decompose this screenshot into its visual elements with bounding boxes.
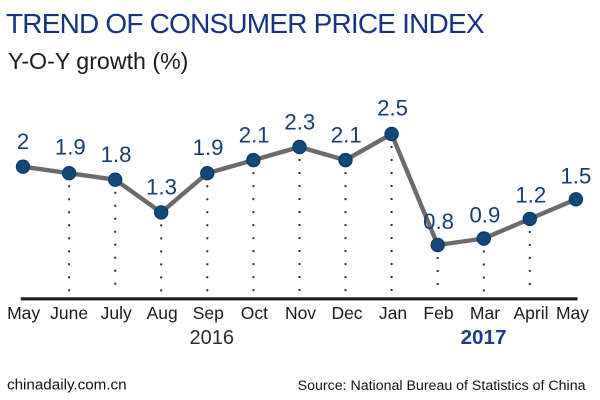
svg-text:1.3: 1.3: [146, 174, 177, 199]
svg-text:1.9: 1.9: [193, 135, 224, 160]
svg-text:Y-O-Y growth (%): Y-O-Y growth (%): [8, 48, 188, 74]
svg-text:chinadaily.com.cn: chinadaily.com.cn: [7, 377, 127, 394]
svg-text:TREND OF CONSUMER PRICE INDEX: TREND OF CONSUMER PRICE INDEX: [6, 8, 485, 39]
svg-text:1.9: 1.9: [55, 135, 86, 160]
svg-text:1.2: 1.2: [515, 182, 546, 207]
svg-text:Mar: Mar: [470, 303, 500, 323]
svg-text:Aug: Aug: [147, 303, 178, 323]
svg-text:0.9: 0.9: [469, 202, 500, 227]
svg-text:0.8: 0.8: [423, 209, 454, 234]
svg-text:Source: National Bureau of Sta: Source: National Bureau of Statistics of…: [298, 378, 586, 394]
svg-text:July: July: [101, 303, 132, 323]
svg-text:Dec: Dec: [331, 303, 362, 323]
svg-text:2: 2: [17, 129, 29, 154]
svg-text:2.3: 2.3: [284, 110, 315, 135]
svg-text:Jan: Jan: [379, 303, 407, 323]
svg-text:2.5: 2.5: [377, 95, 408, 120]
svg-text:1.5: 1.5: [560, 164, 591, 189]
svg-text:Nov: Nov: [285, 303, 316, 323]
svg-text:Feb: Feb: [423, 303, 453, 323]
svg-text:2.1: 2.1: [331, 123, 362, 148]
svg-text:May: May: [7, 303, 40, 323]
svg-text:2017: 2017: [461, 326, 507, 349]
svg-text:1.8: 1.8: [101, 142, 132, 167]
svg-text:Oct: Oct: [241, 303, 268, 323]
svg-text:Sep: Sep: [193, 303, 224, 323]
svg-text:May: May: [556, 303, 589, 323]
svg-text:June: June: [50, 303, 88, 323]
svg-text:2016: 2016: [190, 327, 235, 349]
svg-text:April: April: [513, 303, 548, 323]
svg-text:2.1: 2.1: [239, 123, 270, 148]
